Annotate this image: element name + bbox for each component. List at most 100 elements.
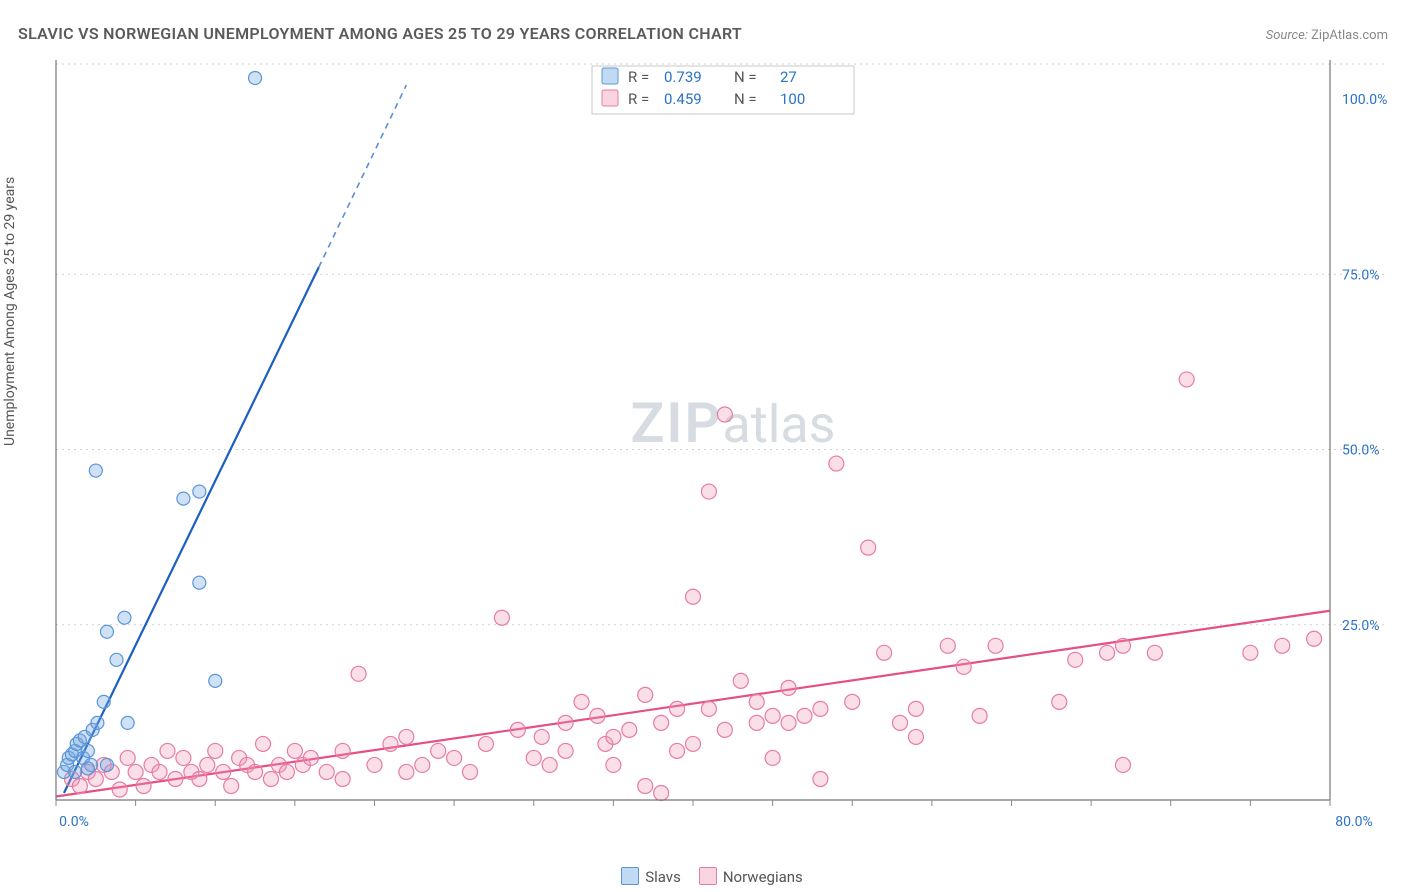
data-point-slavs — [177, 492, 190, 505]
data-point-norwegians — [287, 743, 302, 758]
data-point-norwegians — [765, 708, 780, 723]
data-point-norwegians — [797, 708, 812, 723]
legend-swatch — [621, 867, 639, 885]
data-point-norwegians — [256, 736, 271, 751]
x-tick-label: 0.0% — [59, 814, 89, 830]
stats-n-value: 27 — [780, 68, 797, 86]
data-point-norwegians — [303, 750, 318, 765]
data-point-norwegians — [765, 750, 780, 765]
data-point-norwegians — [893, 715, 908, 730]
data-point-norwegians — [956, 659, 971, 674]
data-point-slavs — [193, 576, 206, 589]
data-point-norwegians — [494, 610, 509, 625]
data-point-norwegians — [622, 722, 637, 737]
data-point-norwegians — [1275, 638, 1290, 653]
data-point-norwegians — [686, 589, 701, 604]
data-point-norwegians — [829, 456, 844, 471]
data-point-norwegians — [1052, 694, 1067, 709]
data-point-norwegians — [813, 701, 828, 716]
data-point-norwegians — [749, 694, 764, 709]
data-point-norwegians — [160, 743, 175, 758]
source-label: Source: — [1266, 28, 1308, 43]
watermark: ZIPatlas — [631, 390, 836, 456]
data-point-slavs — [91, 716, 104, 729]
data-point-norwegians — [654, 785, 669, 800]
y-tick-label: 50.0% — [1342, 443, 1380, 459]
y-tick-label: 100.0% — [1342, 92, 1387, 108]
y-axis-label: Unemployment Among Ages 25 to 29 years — [2, 177, 18, 446]
data-point-norwegians — [351, 666, 366, 681]
stats-swatch — [602, 68, 618, 84]
chart-title: SLAVIC VS NORWEGIAN UNEMPLOYMENT AMONG A… — [18, 24, 742, 43]
data-point-norwegians — [463, 764, 478, 779]
stats-r-label: R = — [628, 68, 649, 86]
data-point-norwegians — [590, 708, 605, 723]
data-point-norwegians — [399, 764, 414, 779]
y-tick-label: 75.0% — [1342, 267, 1380, 283]
data-point-norwegians — [686, 736, 701, 751]
source-value: ZipAtlas.com — [1311, 28, 1388, 43]
data-point-slavs — [69, 765, 82, 778]
data-point-norwegians — [526, 750, 541, 765]
data-point-norwegians — [120, 750, 135, 765]
data-point-slavs — [209, 674, 222, 687]
data-point-norwegians — [558, 743, 573, 758]
data-point-norwegians — [638, 778, 653, 793]
legend-swatch — [699, 867, 717, 885]
data-point-norwegians — [988, 638, 1003, 653]
data-point-norwegians — [574, 694, 589, 709]
data-point-norwegians — [72, 778, 87, 793]
stats-r-value: 0.739 — [664, 68, 702, 86]
header-row: SLAVIC VS NORWEGIAN UNEMPLOYMENT AMONG A… — [18, 24, 1388, 43]
data-point-norwegians — [534, 729, 549, 744]
y-tick-label: 25.0% — [1342, 618, 1380, 634]
data-point-slavs — [97, 695, 110, 708]
data-point-norwegians — [1100, 645, 1115, 660]
data-point-norwegians — [192, 771, 207, 786]
data-point-slavs — [121, 716, 134, 729]
data-point-norwegians — [431, 743, 446, 758]
data-point-norwegians — [152, 764, 167, 779]
data-point-norwegians — [224, 778, 239, 793]
stats-n-label: N = — [734, 68, 757, 86]
data-point-norwegians — [216, 764, 231, 779]
data-point-norwegians — [638, 687, 653, 702]
data-point-norwegians — [168, 771, 183, 786]
data-point-norwegians — [279, 764, 294, 779]
data-point-slavs — [89, 464, 102, 477]
data-point-norwegians — [319, 764, 334, 779]
data-point-norwegians — [940, 638, 955, 653]
data-point-norwegians — [478, 736, 493, 751]
data-point-norwegians — [1243, 645, 1258, 660]
x-tick-label: 80.0% — [1335, 814, 1373, 830]
data-point-norwegians — [263, 771, 278, 786]
data-point-norwegians — [1147, 645, 1162, 660]
stats-r-value: 0.459 — [664, 90, 702, 108]
data-point-slavs — [249, 72, 262, 85]
data-point-norwegians — [861, 540, 876, 555]
legend-label: Slavs — [645, 868, 681, 886]
data-point-norwegians — [248, 764, 263, 779]
data-point-norwegians — [367, 757, 382, 772]
trendline-slavs — [64, 267, 319, 793]
data-point-norwegians — [558, 715, 573, 730]
data-point-slavs — [100, 758, 113, 771]
source-attribution: Source: ZipAtlas.com — [1266, 28, 1388, 43]
data-point-norwegians — [1115, 638, 1130, 653]
data-point-norwegians — [972, 708, 987, 723]
data-point-norwegians — [670, 743, 685, 758]
chart-plot-area: ZIPatlas 0.0% 80.0% 25.0% 50.0% 75.0% 100.0% R … — [52, 58, 1388, 830]
stats-n-label: N = — [734, 90, 757, 108]
data-point-norwegians — [1179, 372, 1194, 387]
data-point-norwegians — [447, 750, 462, 765]
data-point-slavs — [81, 744, 94, 757]
data-point-norwegians — [383, 736, 398, 751]
data-point-norwegians — [606, 757, 621, 772]
data-point-norwegians — [606, 729, 621, 744]
data-point-norwegians — [128, 764, 143, 779]
data-point-norwegians — [208, 743, 223, 758]
bottom-legend: SlavsNorwegians — [0, 867, 1406, 886]
data-point-norwegians — [112, 782, 127, 797]
data-point-norwegians — [654, 715, 669, 730]
data-point-slavs — [110, 653, 123, 666]
